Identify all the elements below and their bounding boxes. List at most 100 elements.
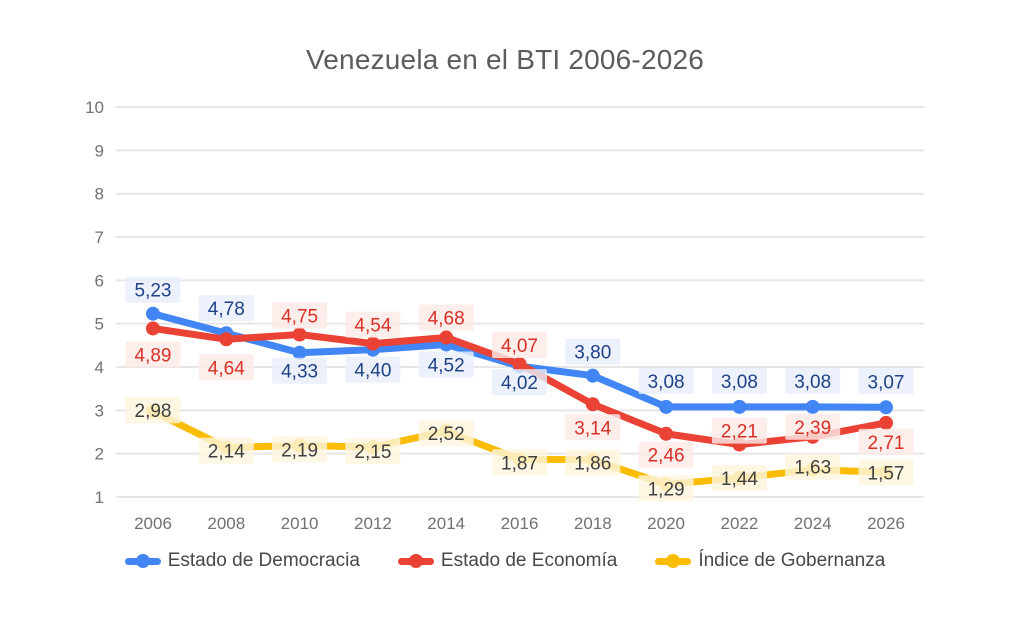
- data-label: 4,89: [135, 345, 172, 366]
- data-label: 4,07: [501, 336, 538, 357]
- data-label-bg: [418, 351, 474, 378]
- data-label: 3,08: [794, 372, 831, 393]
- data-label: 4,33: [281, 362, 318, 383]
- y-tick-label: 8: [95, 185, 104, 204]
- data-label: 4,54: [354, 316, 391, 337]
- data-point: [879, 400, 893, 415]
- data-label-bg: [638, 441, 694, 468]
- legend-line-marker-yellow: [655, 554, 692, 568]
- data-label-bg: [638, 367, 694, 394]
- data-point: [805, 399, 820, 414]
- y-tick-label: 5: [95, 315, 104, 334]
- chart-title: Venezuela en el BTI 2006-2026: [305, 44, 705, 75]
- legend-item-estado-de-economia: Estado de Economía: [397, 550, 618, 572]
- data-label-bg: [198, 295, 254, 322]
- data-label-bg: [345, 356, 401, 383]
- data-point: [879, 415, 893, 430]
- data-label-bg: [272, 302, 328, 329]
- data-label: 2,19: [281, 440, 318, 461]
- x-tick-label: 2014: [427, 514, 465, 533]
- y-tick-label: 4: [95, 358, 104, 377]
- data-label-bg: [785, 453, 841, 480]
- chart-legend: Estado de Democracia Estado de Economía …: [0, 550, 1010, 572]
- data-label: 1,63: [794, 458, 831, 479]
- data-point: [585, 368, 600, 383]
- data-label-bg: [492, 449, 547, 476]
- data-label: 3,08: [721, 372, 758, 393]
- data-label: 1,29: [648, 479, 685, 500]
- data-label-bg: [785, 367, 841, 394]
- data-label-bg: [272, 436, 328, 463]
- data-label-bg: [198, 437, 254, 464]
- data-label: 2,52: [428, 424, 465, 445]
- data-label-bg: [858, 368, 914, 395]
- x-tick-label: 2018: [574, 514, 612, 533]
- data-point: [146, 321, 160, 336]
- data-label: 2,71: [868, 433, 905, 454]
- data-label-bg: [858, 428, 914, 455]
- y-tick-label: 9: [95, 141, 104, 160]
- line-chart-plot-area: 1 2 3 4 5 6 7 8 9 10 2006 2008 2010 2012 2014 2016 2018 2…: [85, 98, 924, 533]
- x-tick-label: 2010: [281, 514, 319, 533]
- data-label-bg: [711, 417, 767, 444]
- data-label: 3,14: [574, 418, 611, 439]
- x-tick-label: 2012: [354, 514, 392, 533]
- data-point: [292, 327, 307, 342]
- data-label-bg: [492, 369, 547, 396]
- legend-dot-blue: [135, 554, 150, 568]
- y-tick-label: 7: [95, 228, 104, 247]
- data-label: 1,57: [868, 463, 905, 484]
- data-point: [732, 399, 747, 414]
- data-label-bg: [565, 414, 621, 441]
- data-label: 3,08: [648, 372, 685, 393]
- data-label-bg: [565, 338, 621, 365]
- x-tick-label: 2020: [647, 514, 685, 533]
- data-label-bg: [125, 397, 181, 424]
- x-tick-label: 2006: [134, 514, 172, 533]
- data-label: 4,52: [428, 355, 465, 376]
- data-point: [659, 426, 674, 441]
- data-label-bg: [345, 438, 401, 465]
- x-tick-label: 2026: [867, 514, 905, 533]
- data-label: 1,86: [574, 454, 611, 475]
- data-label-bg: [858, 459, 914, 486]
- data-point: [146, 306, 160, 321]
- legend-label: Estado de Economía: [440, 550, 618, 571]
- data-label-bg: [125, 341, 181, 368]
- x-tick-label: 2016: [501, 514, 539, 533]
- data-label: 3,07: [868, 372, 905, 393]
- data-point: [512, 356, 527, 371]
- data-label: 4,68: [428, 309, 465, 330]
- data-label: 2,39: [794, 418, 831, 439]
- y-tick-label: 6: [95, 271, 104, 290]
- y-tick-label: 3: [95, 401, 104, 420]
- legend-line-marker-blue: [124, 554, 161, 568]
- data-label-bg: [711, 367, 767, 394]
- data-label-bg: [272, 357, 328, 384]
- data-label-bg: [345, 311, 401, 338]
- x-tick-label: 2022: [720, 514, 758, 533]
- data-label: 4,40: [354, 361, 391, 382]
- data-point: [439, 330, 454, 345]
- data-label-bg: [418, 420, 474, 447]
- y-tick-label: 10: [85, 98, 104, 117]
- data-label: 2,46: [648, 446, 685, 467]
- data-label: 2,15: [354, 442, 391, 463]
- data-label: 5,23: [135, 281, 172, 302]
- legend-item-indice-de-gobernanza: Índice de Gobernanza: [655, 550, 885, 572]
- data-point: [585, 397, 600, 412]
- data-point: [659, 399, 674, 414]
- legend-item-estado-de-democracia: Estado de Democracia: [124, 550, 360, 572]
- data-label: 1,87: [501, 453, 538, 474]
- data-label-bg: [711, 464, 767, 491]
- data-label: 4,78: [208, 299, 245, 320]
- data-label-bg: [785, 413, 841, 440]
- legend-dot-red: [408, 554, 423, 568]
- data-label: 2,98: [135, 401, 172, 422]
- data-label: 3,80: [574, 343, 611, 364]
- data-label-bg: [418, 304, 474, 331]
- data-point: [365, 336, 380, 351]
- data-label-bg: [125, 276, 181, 303]
- legend-dot-yellow: [666, 554, 681, 568]
- data-point: [219, 332, 234, 347]
